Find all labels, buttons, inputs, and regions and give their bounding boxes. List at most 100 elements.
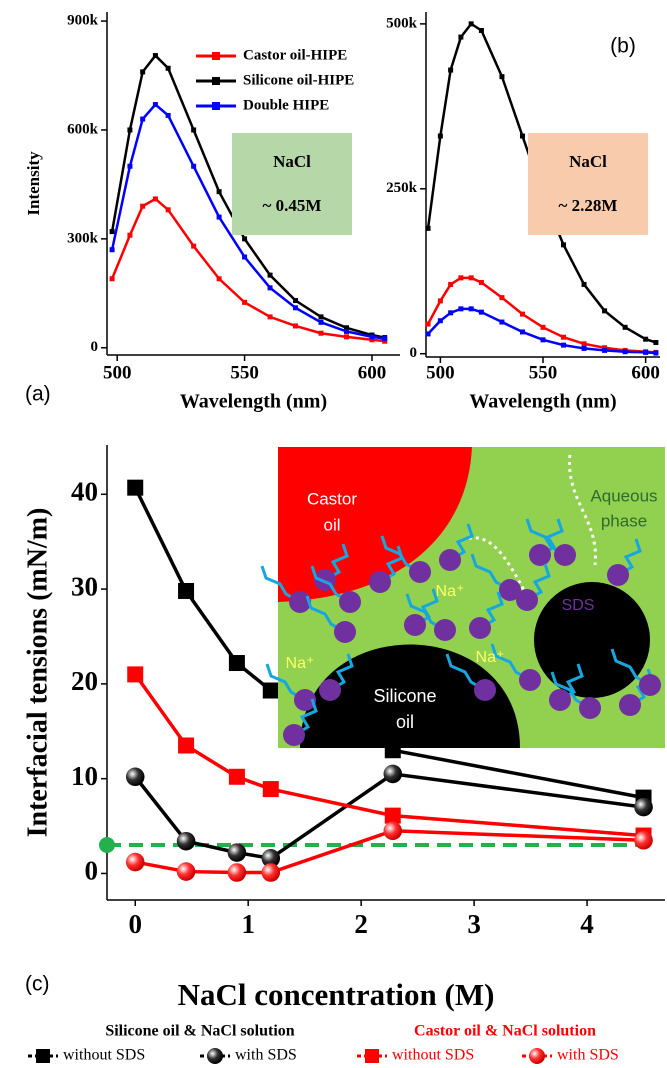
marker [153, 102, 158, 107]
marker [191, 244, 196, 249]
marker [448, 282, 453, 287]
y-tick-label: 900k [67, 13, 99, 29]
marker [438, 318, 443, 323]
surfactant-head [439, 549, 461, 571]
panel-label: (a) [25, 383, 51, 406]
legend-label: Silicone oil-HIPE [243, 72, 354, 88]
marker [293, 323, 298, 328]
x-tick-label: 500 [426, 362, 455, 383]
marker [110, 247, 115, 252]
y-tick-label: 500k [386, 15, 418, 31]
marker [262, 863, 281, 882]
legend-label: Double HIPE [243, 97, 329, 113]
legend-marker [207, 1048, 223, 1064]
annotation-box [232, 133, 352, 235]
marker [561, 343, 566, 348]
legend-label: without SDS [63, 1047, 145, 1064]
marker [653, 340, 658, 345]
marker [178, 583, 194, 599]
surfactant-head [639, 674, 661, 696]
marker [228, 863, 247, 882]
marker [242, 300, 247, 305]
marker [469, 275, 474, 280]
legend-label: with SDS [557, 1047, 619, 1064]
legend-marker [212, 102, 220, 110]
y-tick-label: 0 [410, 345, 418, 361]
marker [140, 69, 145, 74]
marker [110, 229, 115, 234]
marker [268, 273, 273, 278]
y-tick-label: 40 [71, 476, 98, 506]
marker [458, 275, 463, 280]
x-tick-label: 550 [529, 362, 558, 383]
legend-group-title: Silicone oil & NaCl solution [105, 1023, 294, 1040]
surfactant-head [434, 619, 456, 641]
marker [623, 325, 628, 330]
legend-marker [529, 1048, 545, 1064]
marker [228, 843, 247, 862]
marker [319, 314, 324, 319]
surfactant-head [516, 589, 538, 611]
legend-marker [212, 77, 220, 85]
surfactant-head [404, 614, 426, 636]
marker [344, 334, 349, 339]
marker [242, 236, 247, 241]
marker [191, 164, 196, 169]
marker [561, 242, 566, 247]
y-tick-label: 0 [91, 339, 99, 355]
marker [153, 53, 158, 58]
marker [319, 320, 324, 325]
marker [127, 164, 132, 169]
marker [217, 276, 222, 281]
marker [643, 350, 648, 355]
y-axis-title: Interfacial tensions (mN/m) [22, 508, 53, 838]
marker [229, 655, 245, 671]
marker [166, 66, 171, 71]
marker [178, 737, 194, 753]
marker [127, 233, 132, 238]
surfactant-head [519, 669, 541, 691]
marker [383, 822, 402, 841]
marker [140, 204, 145, 209]
x-axis-title: Wavelength (nm) [469, 391, 616, 413]
marker [126, 767, 145, 786]
inset-label: Castor [307, 489, 357, 508]
marker [140, 117, 145, 122]
y-tick-label: 0 [85, 856, 99, 886]
marker [469, 21, 474, 26]
x-tick-label: 550 [230, 362, 259, 383]
surfactant-head [469, 617, 491, 639]
figure: 0300k600k900k500550600Wavelength (nm)Int… [0, 0, 667, 1068]
marker [623, 349, 628, 354]
marker [126, 853, 145, 872]
inset-diagram: Castor oil Aqueous phase SDS Na⁺ Na⁺ Na⁺… [262, 447, 665, 748]
marker [520, 312, 525, 317]
inset-label: Aqueous [590, 486, 657, 505]
marker [426, 322, 431, 327]
legend-group-title: Castor oil & NaCl solution [414, 1023, 596, 1040]
marker [520, 329, 525, 334]
x-tick-label: 2 [354, 909, 368, 939]
surfactant-head [549, 689, 571, 711]
marker [263, 781, 279, 797]
marker [520, 134, 525, 139]
surfactant-head [529, 544, 551, 566]
marker [127, 666, 143, 682]
y-tick-label: 30 [71, 571, 98, 601]
marker [541, 325, 546, 330]
inset-label: Na⁺ [476, 649, 505, 666]
y-axis-title: Intensity [24, 151, 43, 216]
surfactant-head [369, 571, 391, 593]
annotation-text: NaCl [273, 152, 311, 171]
y-tick-label: 20 [71, 666, 98, 696]
annotation-box [528, 133, 648, 235]
marker [469, 306, 474, 311]
annotation-text: ~ 2.28M [559, 196, 618, 215]
legend-label: Castor oil-HIPE [243, 47, 347, 63]
surfactant-head [474, 679, 496, 701]
marker [127, 127, 132, 132]
marker [177, 832, 196, 851]
x-tick-label: 1 [241, 909, 255, 939]
marker [385, 808, 401, 824]
x-tick-label: 600 [358, 362, 387, 383]
